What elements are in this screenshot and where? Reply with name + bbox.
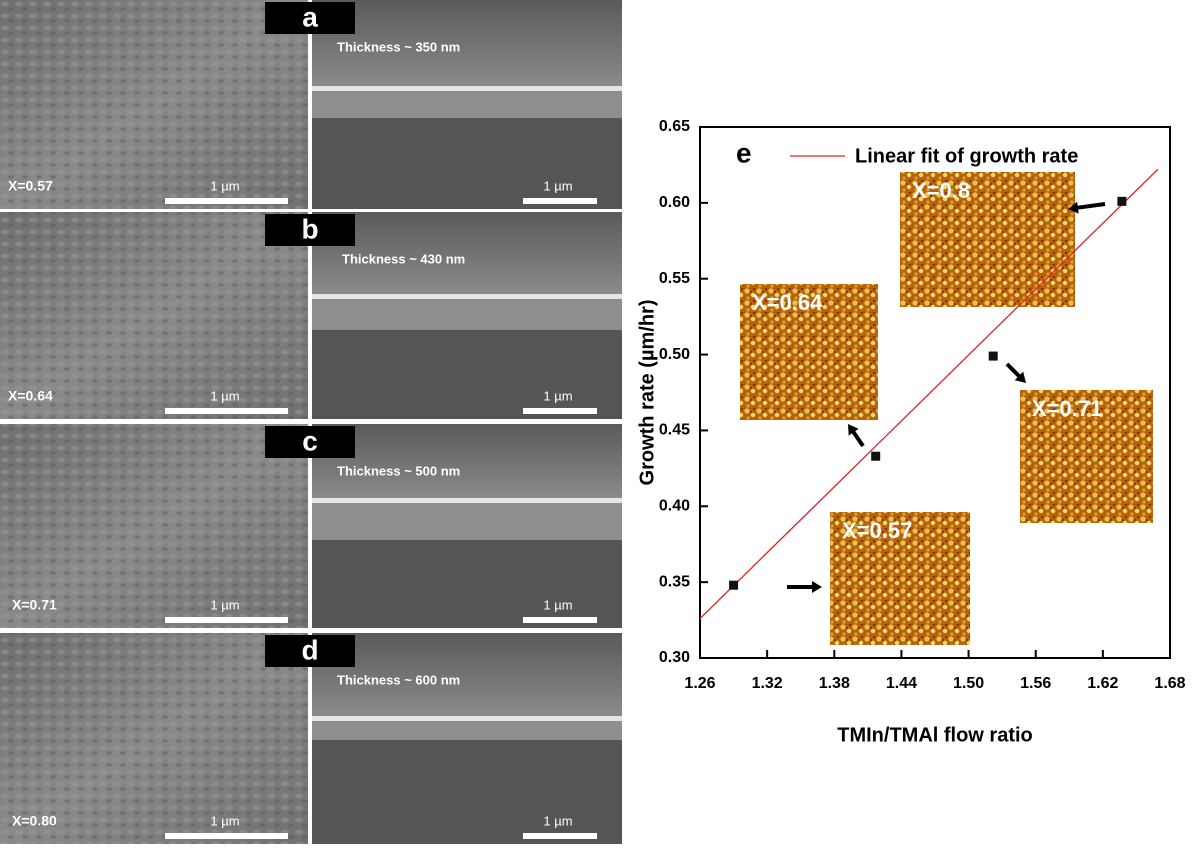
- film-edge: [312, 498, 622, 503]
- cross-section-substrate: [312, 540, 622, 628]
- x-tick-label: 1.38: [819, 675, 850, 692]
- plan-view-texture: [0, 424, 308, 628]
- composition-label: X=0.80: [12, 813, 57, 829]
- thickness-label: Thickness ~ 600 nm: [337, 672, 460, 687]
- cross-section-film: [312, 88, 622, 118]
- plan-view-texture: [0, 212, 308, 419]
- scale-label: 1 µm: [543, 597, 572, 612]
- scale-bar: [523, 408, 597, 414]
- x-tick-label: 1.26: [684, 675, 715, 692]
- data-point: [1117, 196, 1127, 206]
- cross-section-top: [312, 633, 622, 718]
- arrow-shaft: [1073, 202, 1106, 211]
- film-edge: [312, 86, 622, 91]
- thickness-label: Thickness ~ 350 nm: [337, 39, 460, 54]
- scale-bar: [523, 617, 597, 623]
- afm-image: [900, 172, 1075, 307]
- y-tick-label: 0.30: [659, 649, 690, 666]
- data-point: [871, 451, 881, 461]
- composition-label: X=0.57: [8, 178, 53, 194]
- x-axis-label: TMIn/TMAl flow ratio: [837, 724, 1033, 746]
- cross-section-top: [312, 424, 622, 500]
- sem-row: b Thickness ~ 430 nm X=0.64 1 µm 1 µm: [0, 212, 622, 419]
- panel-label: e: [736, 137, 752, 168]
- afm-label: X=0.8: [912, 178, 970, 203]
- x-tick-label: 1.68: [1154, 675, 1185, 692]
- panel-label-box: [265, 214, 355, 246]
- cross-section-film: [312, 500, 622, 540]
- y-axis-label: Growth rate (µm/hr): [636, 300, 658, 486]
- sem-row: a Thickness ~ 350 nm X=0.57 1 µm 1 µm: [0, 0, 622, 209]
- panel-label: c: [302, 425, 318, 456]
- film-edge: [312, 294, 622, 299]
- x-tick-label: 1.56: [1020, 675, 1051, 692]
- scale-label: 1 µm: [210, 388, 239, 403]
- scale-label: 1 µm: [210, 178, 239, 193]
- panel-label: d: [301, 634, 318, 665]
- plan-view-texture: [0, 633, 308, 844]
- afm-image: [1020, 390, 1153, 523]
- cross-section-top: [312, 212, 622, 296]
- composition-label: X=0.71: [12, 597, 57, 613]
- panel-label-box: [265, 426, 355, 458]
- scale-label: 1 µm: [543, 178, 572, 193]
- cross-section-film: [312, 296, 622, 330]
- y-tick-label: 0.60: [659, 194, 690, 211]
- scale-bar: [165, 617, 288, 623]
- x-tick-label: 1.44: [886, 675, 917, 692]
- cross-section-film: [312, 718, 622, 740]
- panel-label-box: [265, 2, 355, 34]
- y-tick-label: 0.65: [659, 118, 690, 135]
- data-point: [729, 580, 739, 590]
- thickness-label: Thickness ~ 430 nm: [342, 251, 465, 266]
- arrow-head: [1068, 201, 1079, 214]
- panel-label: b: [301, 213, 318, 244]
- data-point: [988, 351, 998, 361]
- arrow-head: [812, 581, 822, 593]
- x-tick-label: 1.62: [1087, 675, 1118, 692]
- afm-label: X=0.64: [752, 290, 823, 315]
- panel-label-box: [265, 635, 355, 667]
- sem-panels: a Thickness ~ 350 nm X=0.57 1 µm 1 µm b Thickn…: [0, 0, 622, 844]
- sem-row: d Thickness ~ 600 nm X=0.80 1 µm 1 µm: [0, 633, 622, 844]
- arrow-head: [848, 424, 859, 436]
- scale-bar: [523, 833, 597, 839]
- composition-label: X=0.64: [8, 388, 53, 404]
- afm-image: [830, 512, 970, 645]
- arrow-head: [1014, 371, 1026, 383]
- afm-label: X=0.57: [842, 518, 912, 543]
- cross-section-top: [312, 0, 622, 88]
- scale-label: 1 µm: [543, 813, 572, 828]
- plot-frame: [699, 126, 1171, 659]
- y-tick-label: 0.50: [659, 346, 690, 363]
- plan-view-texture: [0, 0, 308, 209]
- y-tick-label: 0.45: [659, 422, 690, 439]
- scatter-chart: 1.26 1.32 1.38 1.44 1.50 1.56 1.62 1.68 0.30 0.35…: [636, 118, 1185, 746]
- x-tick-label: 1.50: [953, 675, 984, 692]
- thickness-label: Thickness ~ 500 nm: [337, 463, 460, 478]
- scale-label: 1 µm: [210, 597, 239, 612]
- legend-label: Linear fit of growth rate: [855, 145, 1078, 167]
- scale-bar: [165, 408, 288, 414]
- scale-bar: [165, 198, 288, 204]
- scale-label: 1 µm: [210, 813, 239, 828]
- afm-image: [740, 284, 878, 420]
- scale-label: 1 µm: [543, 388, 572, 403]
- sem-row: c Thickness ~ 500 nm X=0.71 1 µm 1 µm: [0, 424, 622, 628]
- x-tick-label: 1.32: [752, 675, 783, 692]
- scale-bar: [523, 198, 597, 204]
- panel-label: a: [302, 1, 318, 32]
- cross-section-substrate: [312, 740, 622, 844]
- fit-line: [699, 169, 1159, 620]
- y-tick-label: 0.55: [659, 270, 690, 287]
- film-edge: [312, 716, 622, 721]
- cross-section-substrate: [312, 118, 622, 209]
- cross-section-substrate: [312, 330, 622, 419]
- y-tick-label: 0.35: [659, 573, 690, 590]
- scale-bar: [165, 833, 288, 839]
- afm-label: X=0.71: [1032, 396, 1102, 421]
- y-tick-label: 0.40: [659, 498, 690, 515]
